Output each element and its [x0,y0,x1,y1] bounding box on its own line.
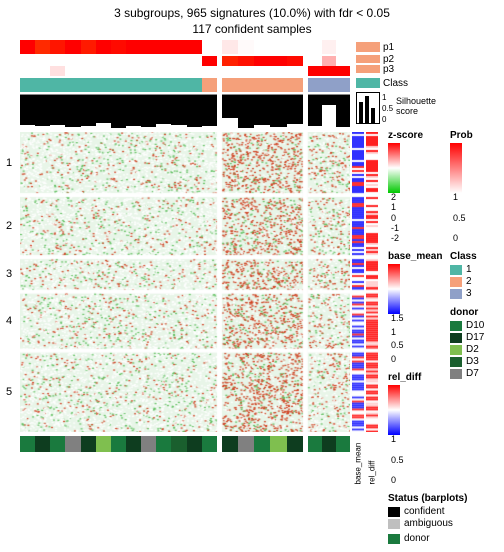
mini-silhouette-box [356,92,380,124]
bottom-annotation-donor [20,436,350,452]
legend-status: Status (barplots) confidentambiguous [388,493,500,529]
annotation-row-p2 [20,56,350,66]
mini-label-p3: p3 [383,64,394,75]
label-rel-diff: rel_diff [368,461,377,485]
heatmap-body: 12345 [20,132,350,432]
colorbar-basemean [388,264,400,314]
annotation-row-class [20,78,350,92]
heatmap-canvas [20,132,350,432]
mini-label-p1: p1 [383,42,394,53]
mini-swatch-p3 [356,65,380,73]
bottom-donor-label: donor [404,533,430,544]
legend-donor-label: donor [388,533,500,544]
mini-swatch-p1 [356,42,380,52]
legend-class: Class 123 [450,251,500,299]
mini-label-class: Class [383,78,408,89]
top-right-mini-legend: p1 p2 p3 Class 1 0.5 0 Silhouettescore [356,40,416,130]
side-annotation-columns [352,132,382,432]
legend-title-class: Class [450,251,500,262]
legend-reldiff: rel_diff 10.50 [388,372,500,485]
colorbar-labels-prob: 10.50 [453,193,500,243]
legend-title-prob: Prob [450,130,500,141]
mini-swatch-class [356,78,380,88]
legend-title-status: Status (barplots) [388,493,500,504]
side-col-base-mean [352,132,364,432]
chart-title: 3 subgroups, 965 signatures (10.0%) with… [0,0,504,20]
mini-sil-axis: 1 0.5 0 [382,92,393,125]
mini-swatch-p2 [356,55,380,63]
side-col-rel-diff [366,132,378,432]
annotation-row-p1 [20,40,350,54]
prob-class-donor-legends: Prob 10.50 Class 123 donor D10D17D2D3D7 [450,130,500,387]
mini-label-silhouette: Silhouettescore [396,96,436,116]
swatch-donor-sample [388,534,400,544]
legend-donor: donor D10D17D2D3D7 [450,307,500,379]
colorbar-labels-reldiff: 10.50 [391,435,500,485]
legend-prob: Prob 10.50 [450,130,500,243]
label-base-mean: base_mean [354,443,363,485]
legend-title-donor: donor [450,307,500,318]
main-plot-area: 12345 [20,40,350,465]
chart-subtitle: 117 confident samples [0,20,504,36]
colorbar-reldiff [388,385,400,435]
top-annotations [20,40,350,130]
colorbar-zscore [388,143,400,193]
silhouette-barplot [20,94,350,128]
annotation-row-p3 [20,66,350,76]
colorbar-prob [450,143,462,193]
